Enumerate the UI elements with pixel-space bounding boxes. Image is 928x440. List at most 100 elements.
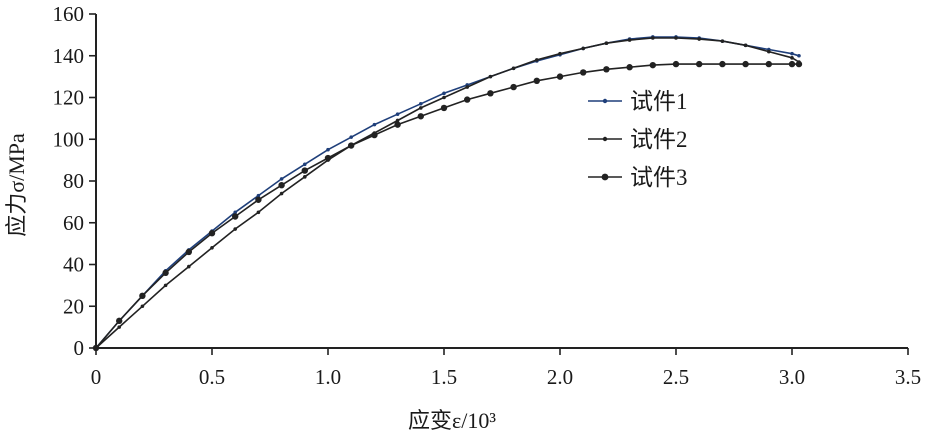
legend-item: 试件1 [588,89,688,114]
series-point [185,248,192,256]
series-point [465,85,470,89]
legend-label: 试件1 [630,89,688,114]
axes: 0 20 40 60 80 100 120 140 160 0 0.5 1.0 1.5 2.0 2.5 3.0… [53,2,922,389]
y-axis-title: 应力σ/MPa [4,133,29,237]
series-point [279,177,284,181]
series-point [395,112,400,116]
series-point [372,122,377,127]
series-point [697,37,701,41]
series-point [510,83,517,91]
series-point [795,60,803,68]
series-point [233,227,237,231]
series-point [558,51,562,56]
y-tick-label: 80 [63,169,84,193]
series-point [394,121,401,128]
series-point [627,38,632,42]
legend: 试件1 试件2 试件3 [588,89,688,190]
y-tick-label: 160 [53,2,85,26]
series-line [95,37,800,349]
series-point [417,113,424,120]
series-point [162,269,169,277]
series-2 [94,36,801,350]
series-point [187,264,191,269]
series-point [788,60,796,68]
series-point [649,61,656,69]
x-tick-label: 2.5 [663,365,689,389]
x-tick-label: 3.5 [895,365,921,389]
x-axis-title: 应变ε/10³ [408,408,496,433]
series-point [767,49,771,54]
series-point [696,60,703,68]
legend-swatch-marker [602,98,608,104]
legend-item: 试件2 [588,127,688,152]
series-point [743,43,748,48]
x-tick-label: 1.0 [315,365,341,389]
series-point [556,73,564,80]
series-point [371,131,378,139]
series-point [140,304,145,309]
series-point [232,213,239,220]
series-point [139,292,146,300]
legend-swatch-marker [602,136,608,142]
y-tick-label: 120 [53,86,85,110]
x-tick-label: 3.0 [779,365,805,389]
y-tick-label: 40 [63,253,84,277]
series-point [419,106,423,110]
series-point [464,96,471,103]
series-point [116,317,123,325]
series-point [117,325,121,329]
series-point [511,66,516,71]
series-point [324,154,332,162]
series-point [674,36,678,40]
series-point [395,118,400,123]
series-point [797,53,801,58]
legend-item: 试件3 [588,165,688,190]
series-point [442,95,446,100]
series-point [720,39,725,43]
series-point [440,104,448,112]
series-point [278,181,285,189]
series-point [303,162,307,167]
series-point [651,36,655,40]
x-tick-label: 2.0 [547,365,573,389]
series-point [92,344,100,352]
series-point [487,90,494,97]
series-layer [92,35,803,352]
y-tick-label: 140 [53,44,85,68]
x-tick-label: 0 [91,365,102,389]
series-point [581,46,585,51]
legend-label: 试件2 [630,127,688,152]
series-point [233,210,237,215]
series-point [604,41,609,46]
series-point [349,135,354,139]
series-point [348,142,355,149]
series-point [256,193,261,198]
series-point [719,60,726,68]
series-point [256,210,261,215]
legend-swatch-marker [601,173,609,181]
series-point [279,191,284,196]
series-point [301,167,308,174]
series-point [303,175,307,179]
series-point [790,56,794,60]
series-point [626,64,633,71]
y-tick-label: 100 [53,127,85,151]
series-point [580,69,587,76]
series-point [442,91,446,96]
x-tick-label: 0.5 [199,365,225,389]
series-point [672,60,680,68]
series-point [208,229,216,237]
y-tick-label: 60 [63,211,84,235]
series-point [419,101,423,106]
series-point [255,196,262,203]
series-point [210,246,214,250]
series-point [790,51,794,56]
series-point [533,77,540,85]
series-point [163,283,168,288]
series-line [95,36,800,349]
y-tick-label: 20 [63,294,84,318]
series-point [326,147,330,152]
series-3 [92,60,803,352]
series-point [488,74,493,79]
series-point [765,60,772,68]
